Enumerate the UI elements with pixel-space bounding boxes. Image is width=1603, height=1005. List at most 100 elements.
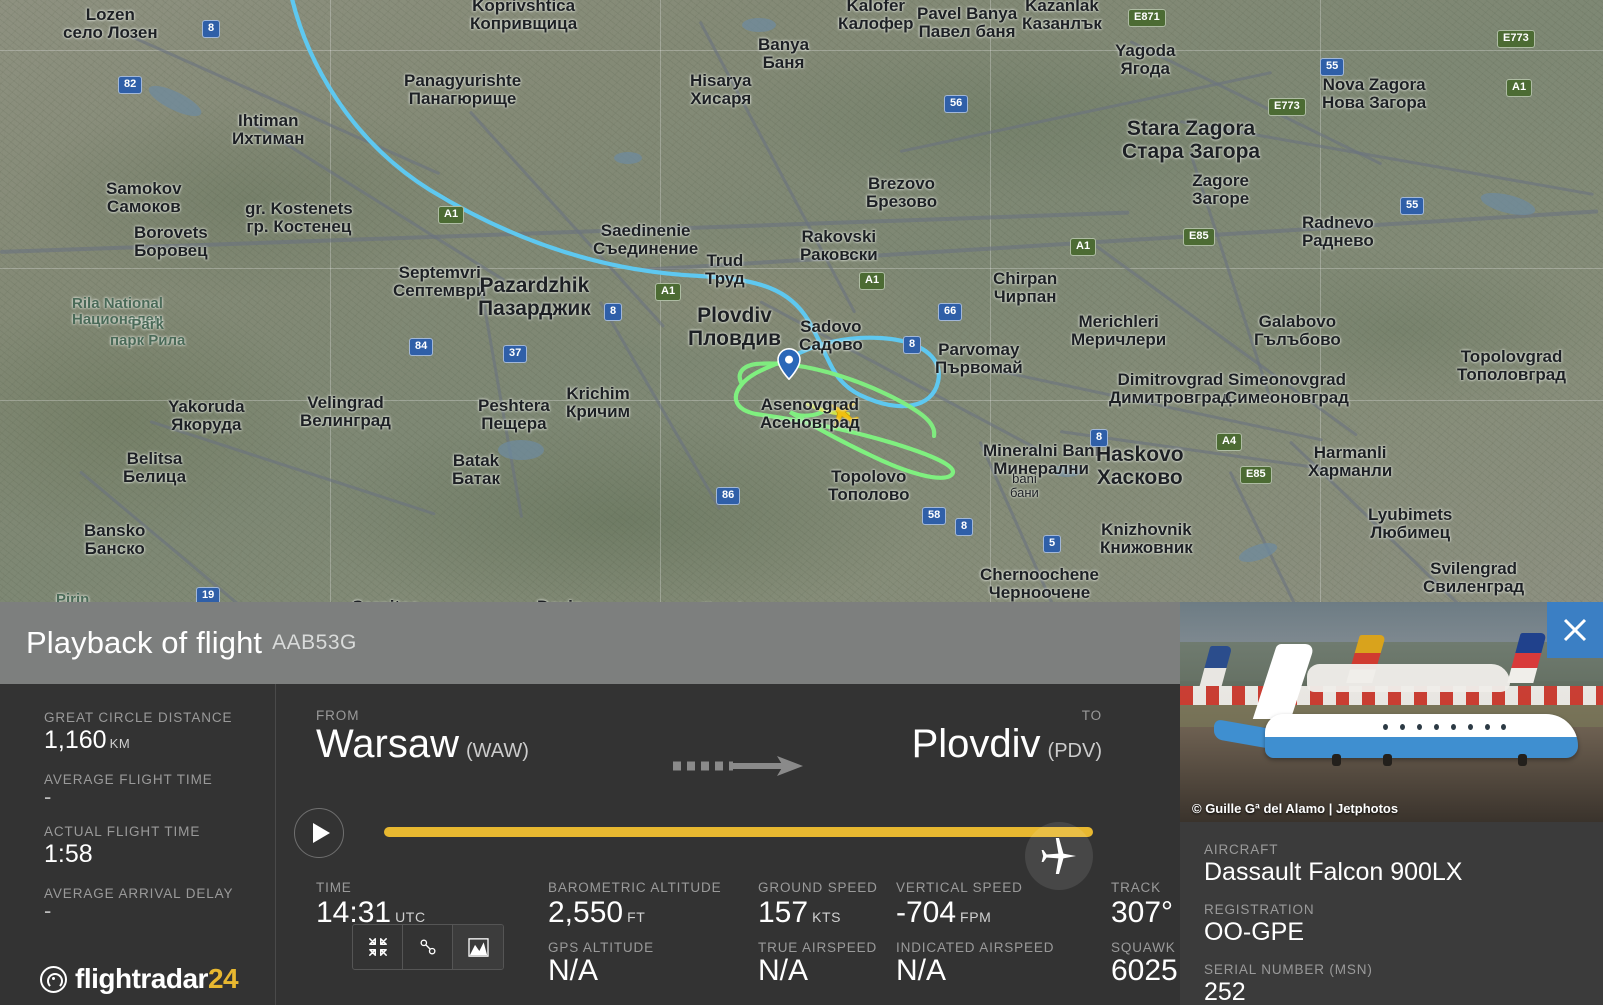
play-button[interactable] (294, 808, 344, 858)
playback-progress-thumb[interactable] (1025, 822, 1093, 890)
registration-label: REGISTRATION (1204, 902, 1315, 917)
map-label-latin: Lyubimets (1368, 505, 1453, 524)
map-label: Topolovgrad Тополовград (1457, 347, 1566, 385)
aircraft-photo[interactable]: © Guille Gª del Alamo | Jetphotos (1180, 602, 1603, 822)
terrain-texture (0, 0, 1603, 610)
map-label-cyrillic: Септември (393, 281, 487, 301)
map-label-cyrillic: бани (1010, 485, 1039, 501)
vertical-speed-value: -704 (896, 896, 957, 929)
route-path-icon[interactable] (403, 925, 453, 969)
map-label: Merichleri Меричлери (1071, 312, 1166, 350)
map-label: Velingrad Велинград (300, 393, 391, 431)
road-shield: A1 (438, 206, 465, 224)
flight-track-overlay (290, 0, 956, 480)
waypoint-pin-icon[interactable] (777, 347, 801, 381)
aircraft-msn-field: SERIAL NUMBER (MSN) 252 (1204, 962, 1603, 1005)
telemetry-time: TIME 14:31 UTC (316, 880, 504, 970)
map-label-cyrillic: парк Рила (110, 332, 186, 350)
map-label-latin: Svilengrad (1430, 559, 1518, 578)
aircraft-registration-field: REGISTRATION OO-GPE (1204, 902, 1603, 947)
close-button[interactable] (1547, 602, 1603, 658)
map-label: Batak Батак (452, 451, 500, 489)
play-icon (312, 823, 330, 843)
photo-credit: © Guille Gª del Alamo | Jetphotos (1192, 801, 1399, 816)
telemetry-label: TIME (316, 880, 352, 895)
fit-to-screen-icon[interactable] (353, 925, 403, 969)
telemetry-row: TIME 14:31 UTC (316, 880, 1178, 1005)
destination-city-name: Plovdiv (911, 722, 1041, 766)
map-label-cyrillic: Загоре (1192, 189, 1250, 209)
map-canvas[interactable]: Lozen село Лозен Ihtiman Ихтиман Samokov Само… (0, 0, 1603, 679)
baro-alt-unit: FT (627, 909, 646, 925)
flight-summary-column: GREAT CIRCLE DISTANCE 1,160 KM AVERAGE FL… (0, 684, 276, 1005)
map-label-cyrillic: Пловдив (688, 326, 782, 350)
map-label: Radnevo Раднево (1302, 213, 1374, 251)
map-label-latin: Lozen (85, 5, 135, 24)
stat-label: AVERAGE ARRIVAL DELAY (44, 885, 234, 901)
map-label: Plovdiv Пловдив (688, 304, 782, 350)
map-label-latin: bani (1012, 471, 1037, 486)
altitude-chart-icon[interactable] (453, 925, 503, 969)
brand-suffix: 24 (207, 963, 239, 994)
telemetry-value-secondary: 6025 (1111, 954, 1178, 987)
map-label: Trud Труд (705, 251, 745, 289)
map-label-latin: Merichleri (1078, 312, 1159, 331)
map-label-cyrillic: Павел баня (918, 22, 1016, 42)
origin-city-name: Warsaw (316, 722, 459, 766)
route-destination[interactable]: TO Plovdiv (PDV) (912, 708, 1102, 766)
map-label-latin: Chirpan (993, 269, 1058, 288)
playback-panel-body: GREAT CIRCLE DISTANCE 1,160 KM AVERAGE FL… (0, 684, 1180, 1005)
playback-main-column: FROM Warsaw (WAW) TO Plovdiv (PDV) (276, 684, 1180, 1005)
telemetry-value: 14:31 UTC (316, 896, 426, 930)
map-label: Bansko Банско (84, 521, 145, 559)
map-label-latin: Samokov (106, 179, 182, 198)
road-shield: A1 (655, 283, 682, 301)
map-label: Septemvri Септември (393, 263, 487, 301)
baro-alt-value: 2,550 (548, 896, 624, 929)
map-label-latin: Knizhovnik (1101, 520, 1192, 539)
map-label: Kazanlak Казанлък (1022, 0, 1102, 34)
map-label: Simeonovgrad Симеоновград (1225, 370, 1349, 408)
map-label-cyrillic: гр. Костенец (246, 217, 352, 237)
playback-progress-slider[interactable] (384, 822, 1093, 890)
telemetry-value-secondary: N/A (548, 954, 599, 987)
dashed-arrow-right-icon (671, 754, 811, 776)
map-label: Brezovo Брезово (866, 174, 937, 212)
map-label: Svilengrad Свиленград (1423, 559, 1524, 597)
road-shield: 56 (944, 95, 969, 113)
map-label-cyrillic: Книжовник (1100, 538, 1193, 558)
route-origin[interactable]: FROM Warsaw (WAW) (316, 708, 529, 766)
road-shield: 8 (202, 20, 221, 38)
road-shield: E85 (1240, 466, 1272, 484)
map-label-latin: Rila National (72, 295, 163, 312)
road-shield: E773 (1497, 30, 1535, 48)
map-label-latin: gr. Kostenets (245, 199, 353, 218)
stat-value: 1:58 (44, 839, 93, 868)
map-label: Banya Баня (758, 35, 810, 73)
map-label-latin: Peshtera (478, 396, 550, 415)
map-label-latin: Plovdiv (697, 304, 772, 327)
road-shield: 37 (503, 345, 528, 363)
map-label-cyrillic: Нова Загора (1322, 93, 1427, 113)
flightradar24-logo[interactable]: flightradar24 (40, 963, 239, 995)
map-label: Panagyurishte Панагюрище (404, 71, 521, 109)
map-label-latin: Banya (758, 35, 810, 54)
telemetry-value: -704 FPM (896, 896, 1054, 930)
map-label-cyrillic: Труд (705, 269, 745, 289)
to-label: TO (1081, 708, 1102, 723)
road-shield: 55 (1320, 58, 1345, 76)
page-title: Playback of flight (26, 625, 263, 660)
time-unit: UTC (395, 909, 426, 925)
map-label: Topolovo Тополово (828, 467, 910, 505)
map-label-latin: Pavel Banya (917, 4, 1018, 23)
road-shield: 8 (1090, 429, 1109, 447)
map-label-cyrillic: Тополово (828, 485, 910, 505)
aircraft-position-icon[interactable] (825, 396, 860, 430)
map-label-cyrillic: Гълъбово (1254, 330, 1341, 350)
telemetry-barometric-altitude: BAROMETRIC ALTITUDE 2,550 FT GPS ALTITUDE… (548, 880, 721, 988)
route-row: FROM Warsaw (WAW) TO Plovdiv (PDV) (316, 708, 1162, 790)
map-label: Krichim Кричим (566, 384, 630, 422)
stat-value: - (44, 897, 52, 923)
road-shield: 19 (196, 587, 221, 605)
map-label-latin: Nova Zagora (1322, 75, 1426, 94)
